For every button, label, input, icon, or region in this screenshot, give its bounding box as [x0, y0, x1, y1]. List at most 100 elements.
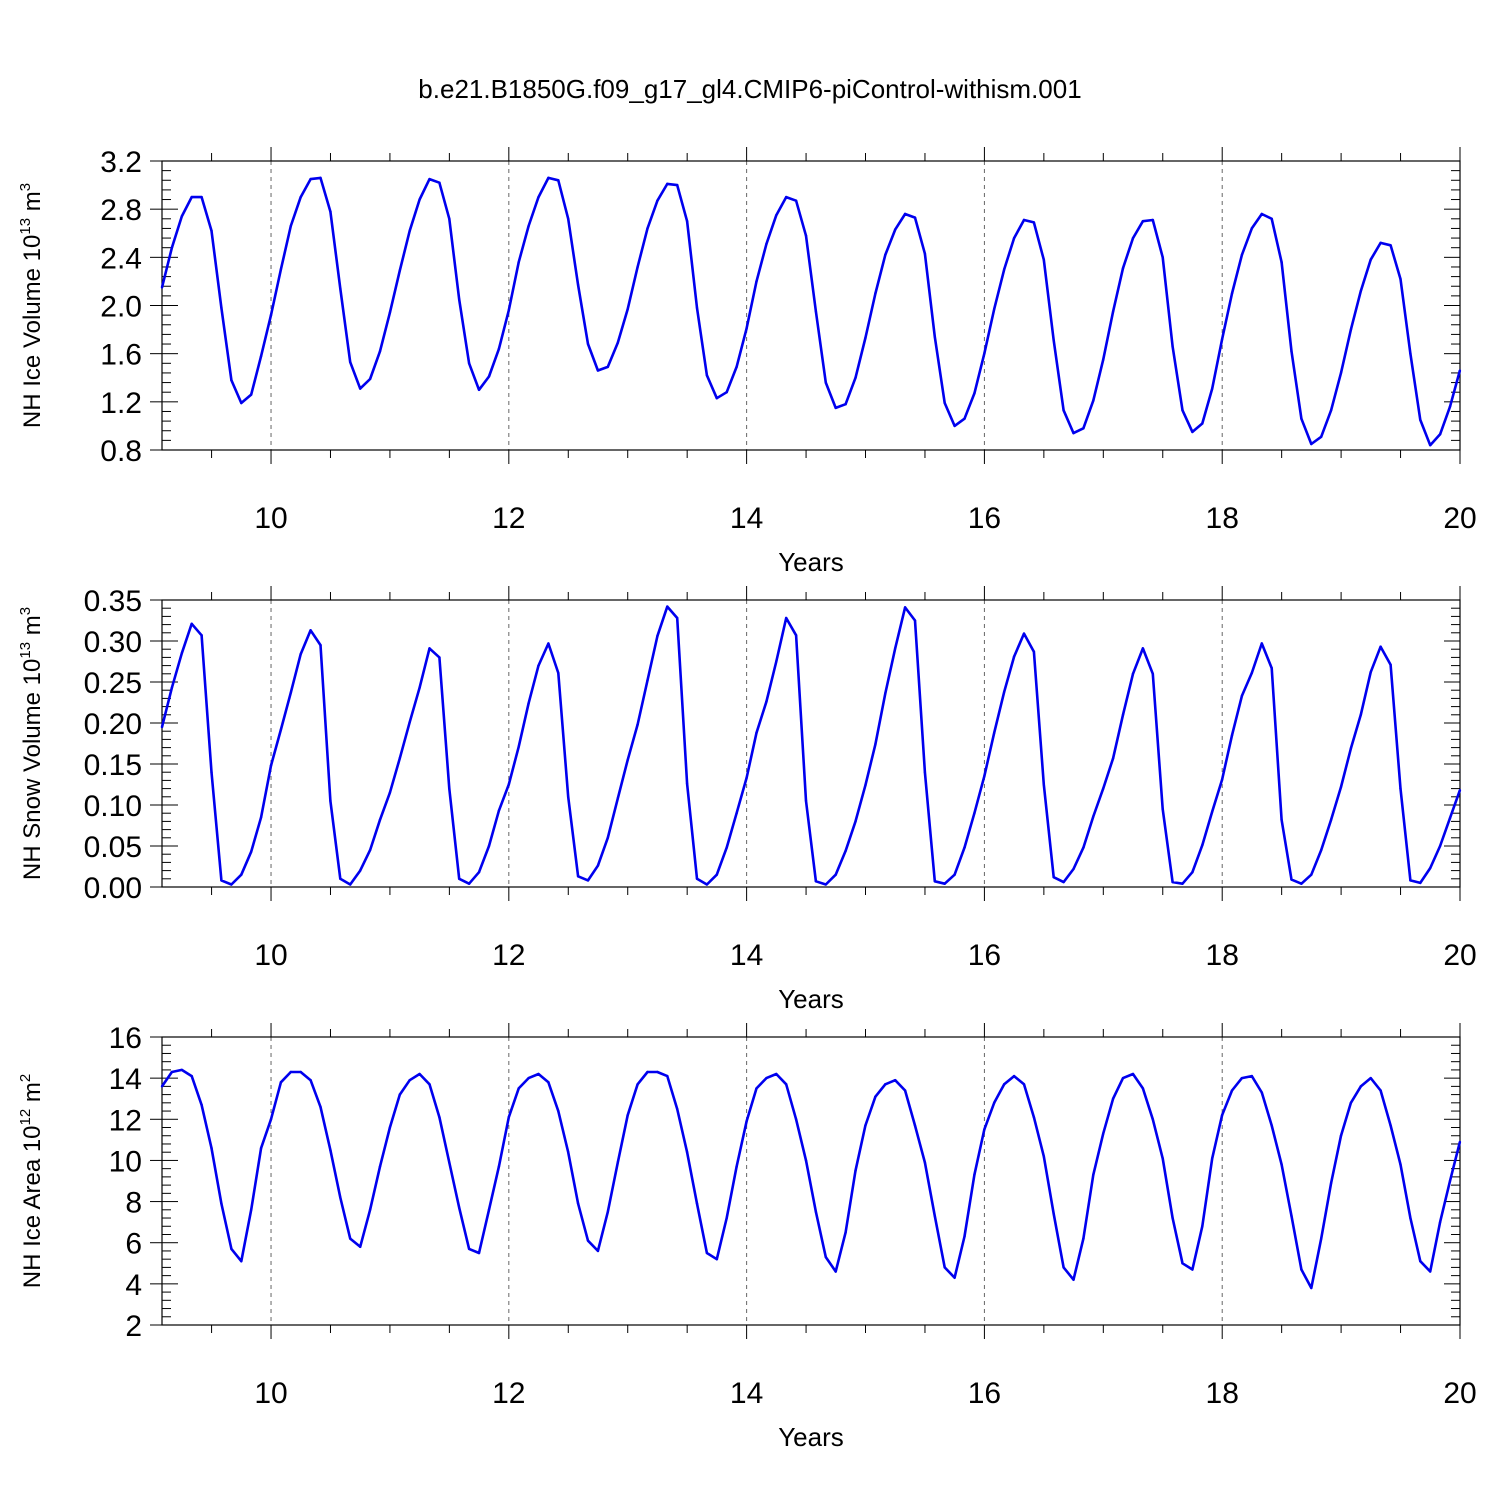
- data-point: [1181, 1262, 1184, 1265]
- data-point: [1131, 236, 1135, 240]
- data-point: [349, 360, 352, 364]
- data-point: [1002, 690, 1006, 694]
- data-point: [1379, 645, 1382, 648]
- data-point: [1191, 430, 1194, 434]
- data-point: [735, 1165, 738, 1168]
- data-point: [903, 606, 907, 609]
- data-point: [1270, 1124, 1273, 1127]
- data-point: [1092, 1173, 1095, 1177]
- plot-frame: [161, 599, 1461, 888]
- data-point: [269, 313, 273, 317]
- y-axis-label: NH Ice Area 1012 m2: [17, 1074, 46, 1288]
- panels: 10 12 14 16 18 20 0.8 1.2 1.6 2.0 2.4 2.8 3.2 Years NH…: [17, 146, 1477, 1452]
- data-point: [517, 745, 520, 748]
- data-point: [418, 1072, 421, 1076]
- y-tick-label: 0.30: [84, 626, 142, 659]
- data-point: [616, 797, 619, 800]
- data-point: [844, 1231, 847, 1234]
- data-point: [973, 392, 976, 395]
- data-point: [567, 217, 570, 220]
- data-point: [824, 381, 828, 384]
- data-point: [1211, 810, 1214, 813]
- data-point: [725, 391, 728, 394]
- data-point: [220, 879, 223, 882]
- y-axis-label-unit-exponent: 2: [17, 1074, 34, 1082]
- data-point: [497, 809, 501, 812]
- data-point: [1300, 1268, 1303, 1271]
- y-tick-label: 8: [125, 1187, 142, 1220]
- data-point: [943, 882, 946, 885]
- data-point: [676, 1107, 679, 1111]
- y-axis-label-unit: m: [19, 1082, 46, 1109]
- data-point: [398, 757, 401, 760]
- data-point: [755, 1087, 758, 1090]
- data-point: [1121, 266, 1125, 270]
- figure-title: b.e21.B1850G.f09_g17_gl4.CMIP6-piControl…: [418, 74, 1081, 104]
- y-tick-label: 10: [109, 1145, 142, 1178]
- data-point: [458, 298, 461, 301]
- data-point: [1320, 1237, 1323, 1240]
- y-axis-label-exponent: 12: [17, 1109, 34, 1126]
- data-point: [458, 877, 461, 880]
- data-point: [1409, 352, 1412, 355]
- y-axis-label-text: NH Ice Volume 10: [19, 235, 46, 428]
- data-point: [1052, 339, 1055, 342]
- data-point: [1389, 244, 1392, 247]
- data-point: [576, 283, 580, 287]
- data-point: [1240, 694, 1244, 698]
- data-point: [666, 605, 669, 608]
- data-point: [220, 1202, 223, 1205]
- panel-2: 10 12 14 16 18 20 0.00 0.05 0.10 0.15 0.20 0.25 0.30…: [17, 585, 1477, 1014]
- data-point: [240, 401, 243, 405]
- data-point: [1072, 867, 1075, 871]
- data-point: [368, 848, 372, 852]
- data-point: [1230, 734, 1234, 737]
- data-point: [874, 743, 877, 746]
- data-point: [418, 686, 421, 689]
- data-point: [1032, 650, 1036, 653]
- data-point: [676, 616, 679, 620]
- data-point: [784, 1083, 788, 1086]
- data-point: [1359, 289, 1363, 293]
- data-point: [1329, 1181, 1333, 1185]
- data-point: [864, 1124, 867, 1127]
- data-point: [230, 1247, 233, 1251]
- data-point: [1320, 435, 1323, 438]
- data-point: [1220, 778, 1224, 781]
- data-point: [170, 1070, 174, 1074]
- data-point: [854, 820, 857, 823]
- data-point: [1369, 1076, 1372, 1080]
- data-point: [745, 1120, 748, 1123]
- data-point: [1082, 1237, 1085, 1240]
- data-point: [616, 341, 619, 345]
- data-point: [1092, 399, 1095, 402]
- data-point: [1359, 713, 1363, 716]
- data-point: [953, 873, 956, 876]
- data-point: [1359, 1085, 1363, 1088]
- data-point: [1280, 818, 1283, 821]
- data-point: [1141, 1087, 1145, 1090]
- data-point: [943, 401, 946, 405]
- data-point: [1042, 258, 1045, 261]
- data-point: [1280, 260, 1283, 264]
- data-point: [814, 880, 818, 883]
- data-point: [1141, 220, 1145, 223]
- data-point: [1111, 310, 1115, 313]
- data-point: [537, 664, 540, 667]
- data-point: [963, 846, 966, 849]
- data-point: [160, 1085, 164, 1088]
- data-point: [358, 869, 362, 872]
- data-point: [180, 1068, 184, 1072]
- data-point: [1230, 292, 1234, 295]
- data-point: [259, 1146, 263, 1150]
- data-point: [1072, 1278, 1075, 1281]
- data-point: [448, 1161, 451, 1164]
- data-point: [864, 336, 867, 340]
- data-point: [477, 388, 481, 391]
- data-point: [834, 1270, 837, 1273]
- data-point: [1032, 221, 1036, 224]
- data-point: [358, 387, 362, 390]
- data-point: [1290, 350, 1293, 353]
- data-point: [903, 212, 907, 216]
- data-point: [537, 195, 540, 199]
